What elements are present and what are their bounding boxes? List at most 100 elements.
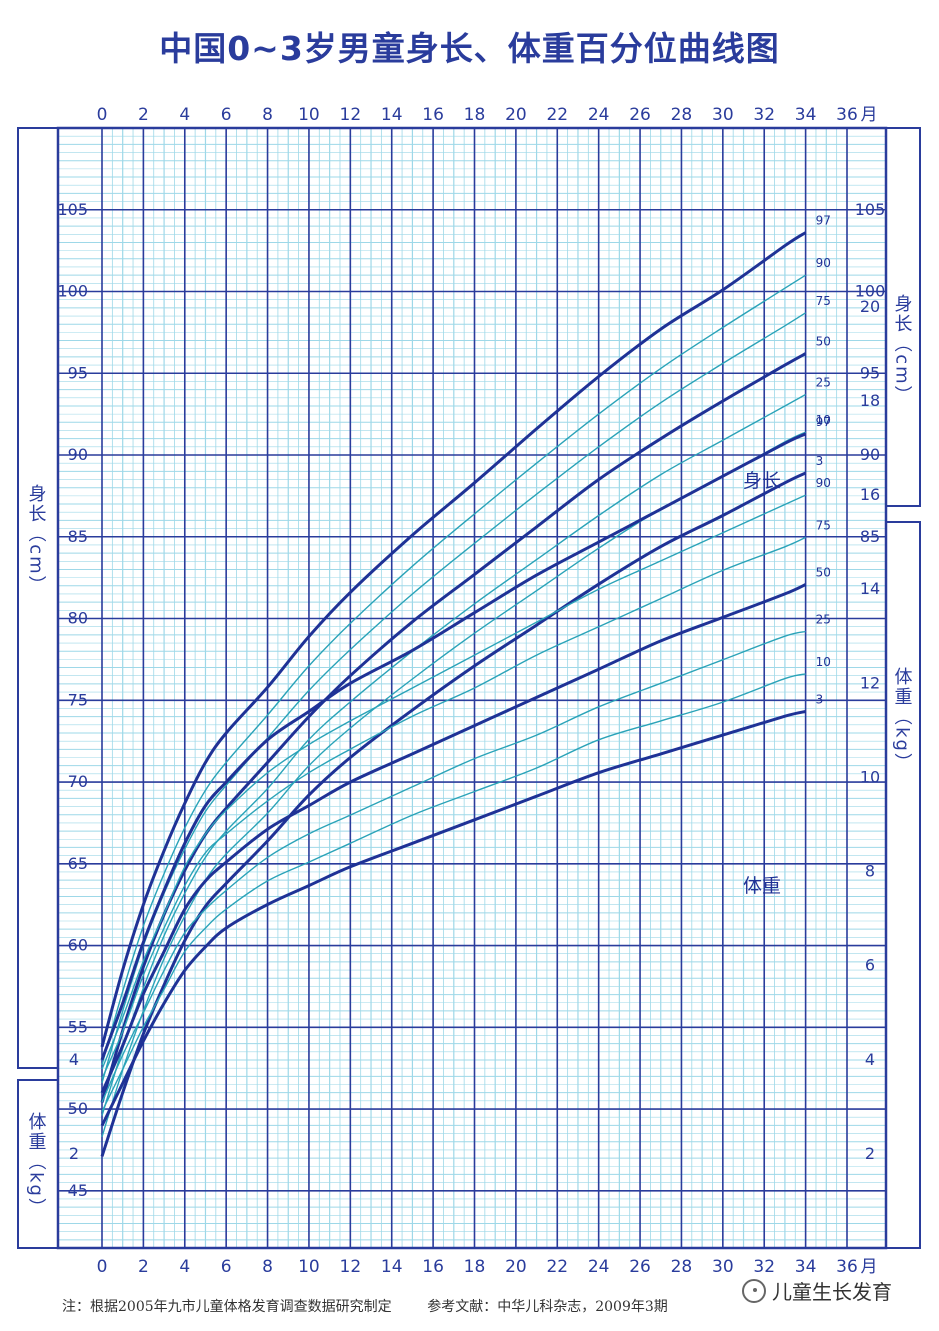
length-axis-title-right: 身长（cm） bbox=[892, 294, 913, 406]
x-tick-label-top: 8 bbox=[262, 105, 273, 125]
x-tick-label-bottom: 32 bbox=[753, 1257, 775, 1277]
x-tick-label-bottom: 10 bbox=[298, 1257, 320, 1277]
x-tick-label-top: 4 bbox=[179, 105, 190, 125]
length-tick-label-left: 85 bbox=[68, 527, 88, 546]
weight-curve-label: 体重 bbox=[743, 875, 781, 897]
x-tick-label-top: 20 bbox=[505, 105, 527, 125]
length-tick-label-left: 80 bbox=[68, 609, 88, 628]
left-length-scale-box bbox=[17, 127, 59, 1069]
x-tick-label-bottom: 18 bbox=[464, 1257, 486, 1277]
length-tick-label-left: 55 bbox=[68, 1017, 88, 1036]
weight-percentile-label-p25: 25 bbox=[816, 613, 831, 627]
weight-tick-label-right: 10 bbox=[860, 767, 880, 786]
x-tick-label-bottom: 24 bbox=[588, 1257, 610, 1277]
length-percentile-label-p10: 10 bbox=[816, 413, 831, 427]
weight-tick-label-right: 12 bbox=[860, 673, 880, 692]
x-tick-label-bottom: 8 bbox=[262, 1257, 273, 1277]
left-weight-scale-box bbox=[17, 1079, 59, 1249]
x-tick-label-top: 2 bbox=[138, 105, 149, 125]
length-tick-label-left: 90 bbox=[68, 445, 88, 464]
weight-curve-p97 bbox=[100, 432, 807, 1061]
watermark: 儿童生长发育 bbox=[742, 1276, 892, 1305]
length-tick-label-left: 95 bbox=[68, 363, 88, 382]
length-percentile-label-p97: 97 bbox=[816, 214, 831, 228]
x-tick-label-top: 28 bbox=[671, 105, 693, 125]
length-percentile-label-p25: 25 bbox=[816, 376, 831, 390]
x-tick-label-top: 26 bbox=[629, 105, 651, 125]
right-length-scale-box bbox=[885, 127, 921, 507]
length-tick-label-left: 105 bbox=[57, 200, 88, 219]
x-tick-label-top: 6 bbox=[221, 105, 232, 125]
x-tick-label-bottom: 2 bbox=[138, 1257, 149, 1277]
weight-percentile-label-p10: 10 bbox=[816, 655, 831, 669]
x-tick-label-bottom: 0 bbox=[97, 1257, 108, 1277]
weight-tick-label-right: 20 bbox=[860, 297, 880, 316]
curves bbox=[100, 231, 807, 1157]
x-tick-label-top: 10 bbox=[298, 105, 320, 125]
chart-title: 中国0~3岁男童身长、体重百分位曲线图 bbox=[159, 29, 780, 68]
x-tick-label-bottom: 34 bbox=[795, 1257, 817, 1277]
x-tick-label-top: 32 bbox=[753, 105, 775, 125]
length-tick-label-right: 105 bbox=[855, 200, 886, 219]
watermark-text: 儿童生长发育 bbox=[772, 1280, 892, 1304]
x-tick-label-bottom: 28 bbox=[671, 1257, 693, 1277]
x-tick-label-top: 12 bbox=[340, 105, 362, 125]
length-percentile-label-p50: 50 bbox=[816, 335, 831, 349]
weight-axis-title-right: 体重（kg） bbox=[892, 667, 913, 773]
length-curve-p25 bbox=[101, 393, 806, 1116]
x-tick-label-bottom: 16 bbox=[422, 1257, 444, 1277]
weight-percentile-label-p75: 75 bbox=[816, 518, 831, 532]
labels: 0022446688101012121414161618182020222224… bbox=[26, 105, 913, 1277]
weight-curve-p25 bbox=[101, 630, 806, 1103]
length-curve-p3 bbox=[100, 471, 807, 1157]
x-tick-label-bottom: 20 bbox=[505, 1257, 527, 1277]
weight-tick-label-right: 16 bbox=[860, 485, 880, 504]
footnote: 注：根据2005年九市儿童体格发育调查数据研究制定 参考文献：中华儿科杂志，20… bbox=[62, 1299, 668, 1315]
length-curve-p97 bbox=[100, 231, 807, 1048]
x-tick-label-top: 18 bbox=[464, 105, 486, 125]
x-unit-label-top: 月 bbox=[861, 105, 878, 125]
weight-tick-label-right: 14 bbox=[860, 579, 880, 598]
frame bbox=[17, 126, 921, 1250]
weight-axis-title-left: 体重（kg） bbox=[26, 1112, 47, 1218]
x-tick-label-bottom: 22 bbox=[546, 1257, 568, 1277]
weight-curve-p3 bbox=[100, 710, 806, 1127]
weight-tick-label-left: 2 bbox=[69, 1144, 79, 1163]
x-tick-label-top: 16 bbox=[422, 105, 444, 125]
x-tick-label-bottom: 30 bbox=[712, 1257, 734, 1277]
x-tick-label-top: 30 bbox=[712, 105, 734, 125]
x-tick-label-bottom: 6 bbox=[221, 1257, 232, 1277]
x-tick-label-top: 24 bbox=[588, 105, 610, 125]
weight-curve-p50 bbox=[100, 583, 807, 1094]
length-percentile-label-p3: 3 bbox=[816, 454, 824, 468]
length-percentile-label-p75: 75 bbox=[816, 294, 831, 308]
weight-curve-p90 bbox=[101, 494, 806, 1070]
length-tick-label-left: 50 bbox=[68, 1099, 88, 1118]
weight-tick-label-right: 2 bbox=[865, 1144, 875, 1163]
length-curve-label: 身长 bbox=[743, 470, 781, 492]
x-tick-label-top: 34 bbox=[795, 105, 817, 125]
weight-curve-p75 bbox=[101, 536, 806, 1079]
x-tick-label-top: 14 bbox=[381, 105, 403, 125]
weight-tick-label-right: 8 bbox=[865, 862, 875, 881]
x-tick-label-top: 22 bbox=[546, 105, 568, 125]
length-tick-label-left: 45 bbox=[68, 1181, 88, 1200]
x-unit-label-bottom: 月 bbox=[861, 1257, 878, 1277]
length-tick-label-left: 65 bbox=[68, 854, 88, 873]
length-tick-label-left: 100 bbox=[57, 282, 88, 301]
length-tick-label-left: 75 bbox=[68, 690, 88, 709]
weight-tick-label-right: 18 bbox=[860, 391, 880, 410]
weight-curve-p10 bbox=[101, 673, 806, 1112]
length-percentile-label-p90: 90 bbox=[816, 256, 831, 270]
length-curve-p90 bbox=[101, 274, 806, 1066]
grid bbox=[58, 127, 886, 1248]
x-tick-label-bottom: 4 bbox=[179, 1257, 190, 1277]
x-tick-label-bottom: 36 bbox=[836, 1257, 858, 1277]
length-tick-label-right: 100 bbox=[855, 282, 886, 301]
x-tick-label-bottom: 14 bbox=[381, 1257, 403, 1277]
weight-tick-label-left: 4 bbox=[69, 1050, 79, 1069]
length-tick-label-right: 85 bbox=[860, 527, 880, 546]
x-tick-label-bottom: 26 bbox=[629, 1257, 651, 1277]
wechat-icon bbox=[742, 1278, 766, 1303]
